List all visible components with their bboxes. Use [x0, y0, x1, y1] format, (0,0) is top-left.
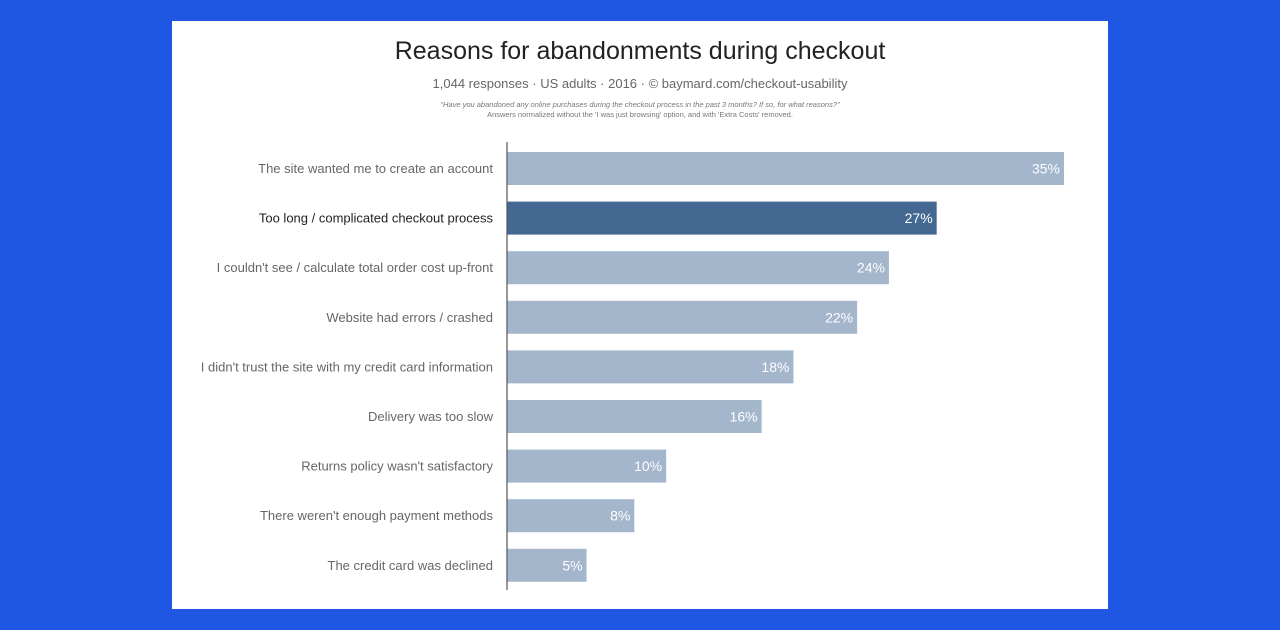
value-label-6: 10% [634, 458, 662, 474]
bar-chart: The site wanted me to create an account 3… [201, 142, 1064, 590]
value-label-3: 22% [825, 309, 853, 325]
category-label-6: Returns policy wasn't satisfactory [301, 459, 493, 474]
bar-1 [507, 201, 937, 235]
bar-8 [507, 548, 587, 582]
value-label-7: 8% [610, 508, 630, 524]
value-label-2: 24% [857, 260, 885, 276]
chart-card: Reasons for abandonments during checkout… [172, 21, 1108, 609]
normalization-note: Answers normalized without the 'I was ju… [487, 110, 793, 119]
bar-6 [507, 449, 667, 483]
chart-title: Reasons for abandonments during checkout [394, 37, 886, 65]
bar-4 [507, 350, 794, 384]
bar-7 [507, 499, 635, 533]
value-label-0: 35% [1032, 161, 1060, 177]
category-label-7: There weren't enough payment methods [260, 508, 494, 523]
bar-5 [507, 400, 762, 433]
category-label-4: I didn't trust the site with my credit c… [201, 359, 493, 374]
category-label-3: Website had errors / crashed [326, 310, 493, 325]
value-label-4: 18% [761, 359, 789, 375]
bar-2 [507, 251, 889, 285]
value-label-1: 27% [905, 210, 933, 226]
bar-3 [507, 300, 858, 334]
value-label-8: 5% [562, 557, 582, 573]
chart-subtitle: 1,044 responses · US adults · 2016 · © b… [432, 76, 848, 91]
value-label-5: 16% [730, 409, 758, 425]
category-label-2: I couldn't see / calculate total order c… [217, 260, 494, 275]
category-label-1: Too long / complicated checkout process [259, 211, 494, 226]
survey-question: "Have you abandoned any online purchases… [440, 100, 840, 109]
category-label-8: The credit card was declined [328, 558, 493, 573]
bar-0 [507, 152, 1064, 185]
chart-note: "Have you abandoned any online purchases… [172, 100, 1108, 120]
category-label-0: The site wanted me to create an account [258, 161, 493, 176]
category-label-5: Delivery was too slow [368, 409, 494, 424]
